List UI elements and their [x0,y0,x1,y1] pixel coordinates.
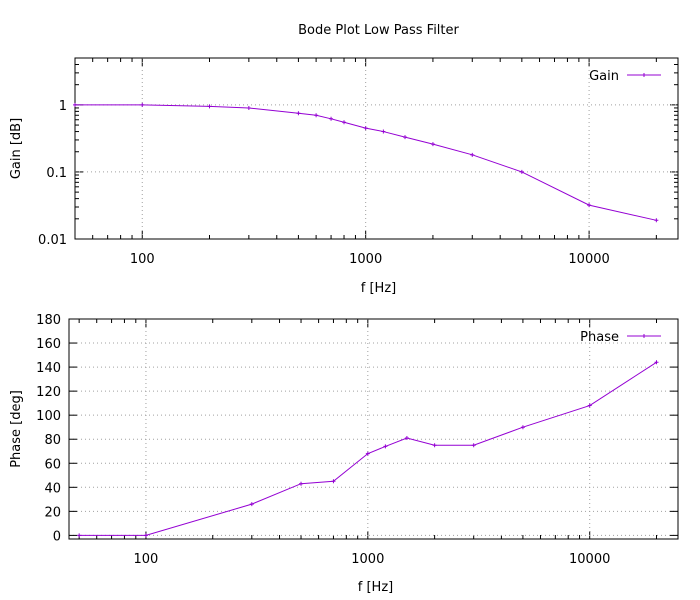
data-point [587,203,592,208]
data-point [654,360,659,365]
data-point [342,120,347,125]
y-tick-label: 0.01 [38,233,67,248]
data-point [403,135,408,140]
y-tick-label: 40 [44,481,61,496]
x-tick-label: 1000 [351,552,384,567]
data-point [329,116,334,121]
chart-title: Bode Plot Low Pass Filter [298,23,459,38]
y-tick-label: 60 [44,457,61,472]
data-point [314,113,319,118]
y-tick-label: 20 [44,505,61,520]
y-tick-label: 0 [53,529,61,544]
x-tick-label: 10000 [568,252,609,267]
y-tick-label: 180 [36,313,61,328]
y-tick-label: 100 [36,409,61,424]
data-point [404,436,409,441]
plot-frame [68,318,679,540]
data-point [296,111,301,116]
data-point [77,533,82,538]
data-point [331,479,336,484]
y-tick-label: 140 [36,361,61,376]
y-tick-label: 80 [44,433,61,448]
series-line-gain [75,104,657,221]
y-tick-label: 160 [36,337,61,352]
data-point [381,129,386,134]
x-tick-label: 100 [134,552,159,567]
data-point [73,102,77,107]
data-point [363,126,368,131]
data-point [299,481,304,486]
data-point [143,533,148,538]
x-tick-label: 1000 [349,252,382,267]
y-tick-label: 1 [59,99,67,114]
chart-panel-gain [73,57,679,240]
data-point [430,142,435,147]
data-point [587,403,592,408]
chart-panel-phase [68,318,679,540]
y-tick-label: 120 [36,385,61,400]
x-axis-label: f [Hz] [361,281,396,296]
data-point [432,443,437,448]
legend-label: Gain [589,69,619,84]
legend-marker [642,334,646,338]
data-point [654,218,659,223]
y-axis-label: Gain [dB] [9,118,24,179]
x-axis-label: f [Hz] [358,580,393,595]
data-point [471,443,476,448]
data-point [249,502,254,507]
data-point [140,102,145,107]
data-point [365,451,370,456]
plot-frame [74,57,679,240]
legend-marker [642,73,646,77]
y-tick-label: 0.1 [46,166,67,181]
series-line-phase [79,361,657,536]
data-point [519,169,524,174]
data-point [207,104,212,109]
legend-label: Phase [580,330,619,345]
x-tick-label: 100 [130,252,155,267]
data-point [383,444,388,449]
data-point [520,425,525,430]
x-tick-label: 10000 [569,552,610,567]
y-axis-label: Phase [deg] [9,390,24,468]
data-point [470,152,475,157]
data-point [246,105,251,110]
